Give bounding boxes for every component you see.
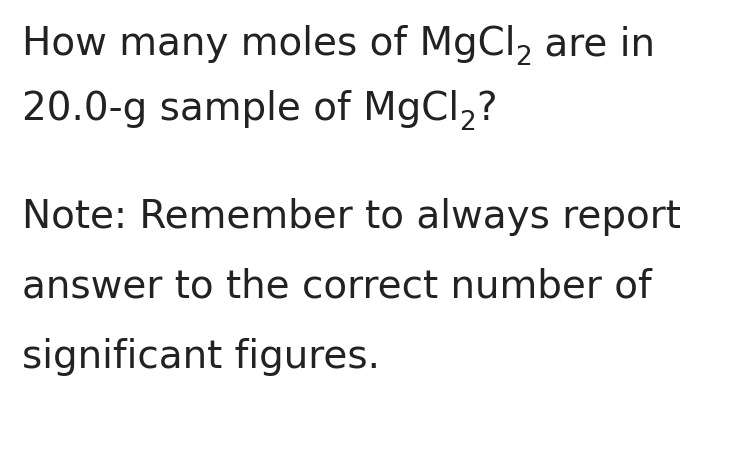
Text: 2: 2 — [459, 110, 476, 136]
Text: ?: ? — [476, 90, 497, 128]
Text: answer to the correct number of: answer to the correct number of — [22, 268, 652, 305]
Text: How many moles of MgCl: How many moles of MgCl — [22, 25, 516, 63]
Text: are in: are in — [532, 25, 655, 63]
Text: 2: 2 — [516, 45, 532, 71]
Text: significant figures.: significant figures. — [22, 337, 380, 375]
Text: Note: Remember to always report: Note: Remember to always report — [22, 197, 681, 236]
Text: 20.0-g sample of MgCl: 20.0-g sample of MgCl — [22, 90, 459, 128]
